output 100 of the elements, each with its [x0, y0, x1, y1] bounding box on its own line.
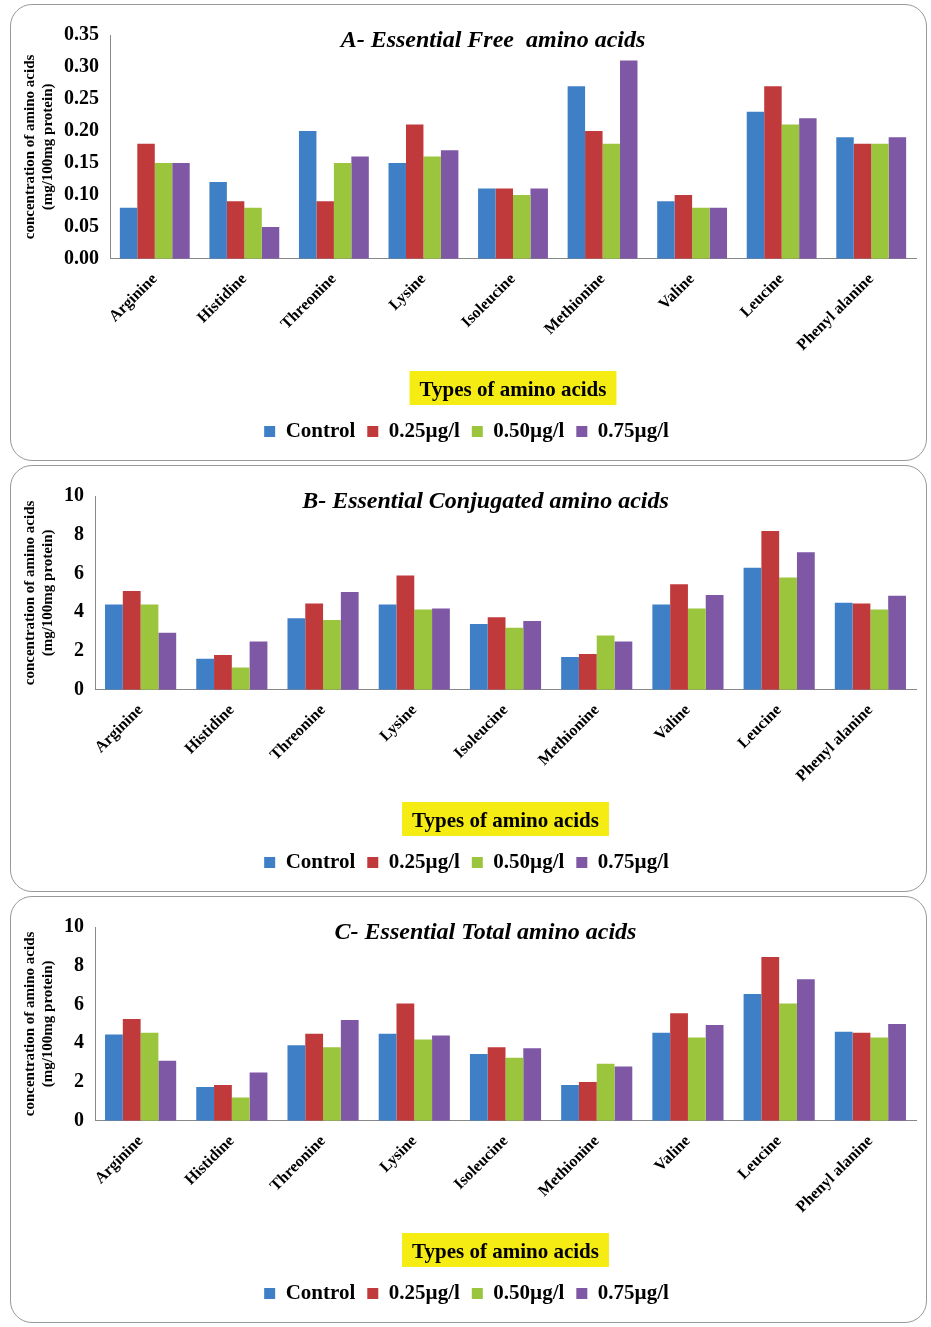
y-axis-title: concentration of amino acids (mg/100mg protein): [20, 500, 56, 686]
chart-title: A- Essential Free amino acids: [338, 26, 646, 53]
bar: [779, 1003, 797, 1121]
bar: [567, 86, 586, 259]
bar: [705, 1024, 724, 1121]
bar: [761, 957, 780, 1121]
bar: [652, 1032, 671, 1121]
bar: [305, 1033, 324, 1121]
bar: [870, 1037, 889, 1121]
chart-title: C- Essential Total amino acids: [334, 918, 637, 945]
bar: [513, 194, 531, 259]
bar: [396, 575, 415, 690]
y-tick-label: 0.25: [64, 86, 99, 109]
bar: [340, 591, 359, 690]
bar: [692, 207, 710, 259]
bar: [487, 1047, 506, 1121]
bar: [781, 124, 800, 259]
bar: [596, 1063, 615, 1121]
bar: [226, 201, 245, 259]
bar: [834, 1031, 853, 1121]
y-tick-label: 0: [74, 677, 84, 700]
x-axis-title: Types of amino acids: [419, 376, 607, 401]
bar: [316, 201, 334, 259]
legend-label: 0.25µg/l: [388, 417, 460, 442]
bar: [323, 1047, 341, 1121]
y-tick-label: 10: [64, 483, 84, 506]
y-tick-label: 8: [74, 952, 84, 975]
bar: [287, 618, 306, 690]
bar: [487, 617, 506, 690]
legend-label: 0.75µg/l: [597, 848, 669, 873]
bar: [743, 567, 762, 690]
bar: [298, 130, 317, 259]
bar: [523, 1048, 542, 1121]
legend-label: Control: [285, 417, 356, 442]
bar: [122, 1019, 141, 1121]
bar: [158, 632, 177, 690]
bar: [743, 993, 762, 1121]
bar: [396, 1003, 415, 1121]
bar: [620, 60, 638, 259]
bar: [405, 124, 424, 259]
bar: [523, 621, 542, 690]
bar: [378, 1033, 397, 1121]
y-axis-title: concentration of amino acids (mg/100mg protein): [20, 54, 56, 240]
bar: [746, 111, 765, 259]
bar: [196, 1086, 215, 1121]
legend-label: Control: [285, 848, 356, 873]
bar: [687, 1037, 706, 1121]
y-tick-label: 4: [74, 599, 84, 622]
x-axis-title: Types of amino acids: [412, 807, 599, 832]
bar: [158, 1060, 177, 1121]
y-tick-label: 0.35: [64, 22, 99, 45]
legend-label: 0.25µg/l: [388, 848, 460, 873]
y-tick-label: 0.15: [64, 150, 99, 173]
bar: [870, 609, 889, 690]
bar: [432, 1035, 450, 1121]
bar: [231, 667, 250, 690]
bar: [852, 603, 871, 690]
legend-label: 0.50µg/l: [493, 848, 565, 873]
bar: [505, 627, 524, 690]
bar: [214, 1085, 232, 1121]
bar: [261, 226, 280, 259]
bar: [779, 577, 797, 690]
y-tick-label: 2: [74, 638, 84, 661]
y-tick-label: 0: [74, 1108, 84, 1131]
bar: [505, 1057, 524, 1121]
legend-label: 0.50µg/l: [493, 417, 565, 442]
bar: [249, 1072, 268, 1121]
bar: [105, 604, 123, 690]
bar: [596, 635, 615, 690]
bar: [209, 182, 227, 259]
x-axis-title: Types of amino acids: [412, 1238, 599, 1263]
bar: [137, 143, 155, 259]
bar: [140, 1032, 159, 1121]
bar: [323, 620, 341, 690]
bar: [378, 604, 397, 690]
bar: [478, 188, 496, 259]
bar: [231, 1097, 250, 1121]
bar: [530, 188, 548, 259]
legend-label: Control: [285, 1279, 356, 1304]
bar: [670, 584, 688, 690]
y-tick-label: 4: [74, 1030, 84, 1053]
bar: [578, 1082, 597, 1121]
bar: [614, 1066, 633, 1121]
y-tick-label: 10: [64, 914, 84, 937]
bar: [888, 137, 907, 259]
bar: [705, 594, 724, 690]
bar: [853, 143, 872, 259]
bar: [578, 654, 597, 690]
bar: [340, 1020, 359, 1121]
bar: [709, 207, 728, 259]
bar: [244, 207, 262, 259]
bar: [687, 608, 706, 690]
y-tick-label: 6: [74, 991, 84, 1014]
bar: [154, 162, 173, 259]
y-tick-label: 0.30: [64, 54, 99, 77]
bar: [423, 156, 441, 259]
bar: [105, 1034, 123, 1121]
bar: [836, 137, 854, 259]
bar: [196, 658, 215, 690]
bar: [561, 1085, 579, 1121]
